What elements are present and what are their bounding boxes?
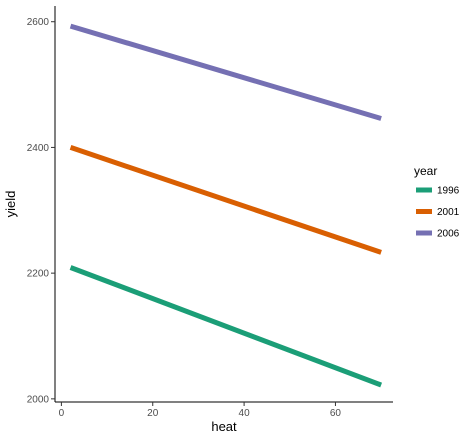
legend: year 1996 2001 2006 (414, 164, 460, 240)
y-axis-title: yield (3, 191, 18, 218)
y-axis: 2000 2200 2400 2600 (27, 6, 56, 405)
x-tick-label: 60 (330, 408, 342, 419)
plot-lines (69, 23, 383, 388)
series-line-1996 (69, 265, 383, 388)
x-axis-title: heat (211, 419, 237, 434)
legend-label-2006: 2006 (437, 229, 460, 240)
series-line-2006 (69, 23, 382, 121)
y-tick-label: 2000 (27, 394, 50, 405)
y-tick-label: 2400 (27, 143, 50, 154)
x-axis: 0 20 40 60 (55, 401, 393, 419)
legend-label-1996: 1996 (437, 186, 460, 197)
y-tick-label: 2600 (27, 17, 50, 28)
series-line-2001 (69, 145, 382, 255)
x-tick-label: 0 (59, 408, 65, 419)
legend-label-2001: 2001 (437, 207, 460, 218)
y-tick-label: 2200 (27, 269, 50, 280)
legend-title: year (414, 164, 437, 178)
x-tick-label: 40 (239, 408, 251, 419)
x-tick-label: 20 (147, 408, 159, 419)
